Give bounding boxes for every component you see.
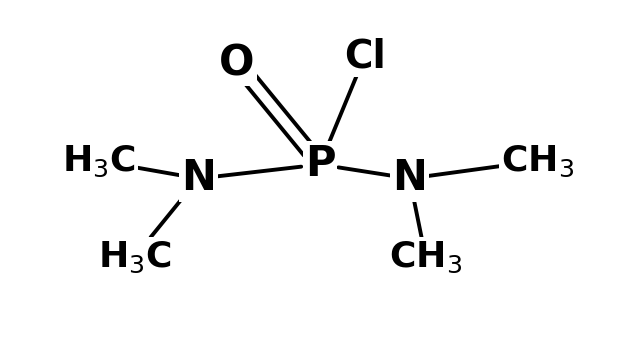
Text: H$_3$C: H$_3$C [62,144,136,178]
Text: N: N [392,158,427,199]
Text: N: N [181,158,216,199]
Text: O: O [219,42,255,84]
Text: CH$_3$: CH$_3$ [501,144,574,178]
Text: Cl: Cl [344,37,386,75]
Text: H$_3$C: H$_3$C [97,240,172,275]
Text: P: P [305,144,335,186]
Text: CH$_3$: CH$_3$ [389,240,462,275]
